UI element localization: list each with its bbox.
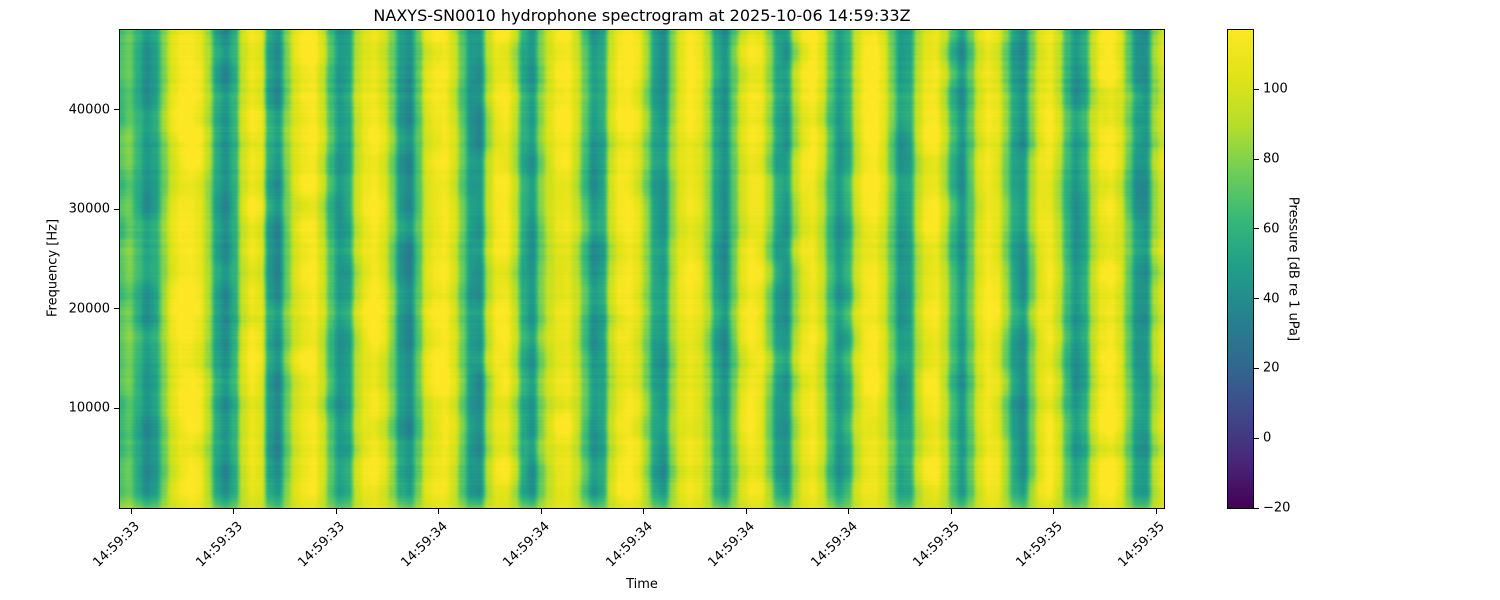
colorbar-tick-mark <box>1254 88 1259 90</box>
colorbar-tick-label: 0 <box>1263 430 1272 446</box>
y-tick-mark <box>114 308 119 310</box>
colorbar-tick-mark <box>1254 507 1259 509</box>
x-tick-label: 14:59:34 <box>705 519 758 571</box>
colorbar-tick-mark <box>1254 367 1259 369</box>
plot-title: NAXYS-SN0010 hydrophone spectrogram at 2… <box>373 6 911 25</box>
x-tick-mark <box>950 509 952 514</box>
x-tick-label: 14:59:35 <box>1012 519 1066 571</box>
x-tick-label: 14:59:34 <box>397 519 451 571</box>
colorbar-tick-label: 20 <box>1263 360 1280 376</box>
colorbar-tick-mark <box>1254 298 1259 300</box>
y-tick-label: 20000 <box>68 301 110 317</box>
x-tick-mark <box>848 509 849 514</box>
plot-area <box>119 29 1165 509</box>
x-tick-label: 14:59:34 <box>500 519 553 571</box>
x-tick-mark <box>1155 509 1157 514</box>
x-tick-label: 14:59:34 <box>807 519 861 571</box>
x-tick-label: 14:59:35 <box>910 519 963 571</box>
y-tick-label: 30000 <box>68 201 110 217</box>
colorbar-tick-label: 100 <box>1263 81 1288 97</box>
colorbar-tick-label: −20 <box>1263 500 1291 516</box>
x-tick-label: 14:59:34 <box>602 519 656 571</box>
x-tick-mark <box>335 509 337 514</box>
x-tick-label: 14:59:33 <box>90 519 143 571</box>
colorbar-label: Pressure [dB re 1 uPa] <box>1285 196 1301 342</box>
colorbar-tick-label: 80 <box>1263 151 1280 167</box>
x-tick-mark <box>643 509 644 514</box>
y-tick-mark <box>114 109 119 111</box>
x-tick-label: 14:59:33 <box>295 519 348 571</box>
x-tick-mark <box>233 509 234 514</box>
x-tick-mark <box>438 509 439 514</box>
y-tick-mark <box>114 407 119 409</box>
colorbar-tick-label: 40 <box>1263 291 1280 307</box>
x-tick-mark <box>130 509 132 514</box>
colorbar-tick-mark <box>1254 228 1259 230</box>
x-tick-mark <box>1053 509 1054 514</box>
colorbar <box>1227 29 1254 509</box>
y-tick-label: 10000 <box>68 400 110 416</box>
y-tick-label: 40000 <box>68 102 110 118</box>
colorbar-tick-mark <box>1254 158 1259 160</box>
spectrogram-heatmap <box>120 30 1164 508</box>
x-axis-label: Time <box>626 577 658 592</box>
colorbar-tick-label: 60 <box>1263 221 1280 237</box>
x-tick-label: 14:59:33 <box>192 519 246 571</box>
x-tick-mark <box>745 509 747 514</box>
x-tick-label: 14:59:35 <box>1115 519 1168 571</box>
colorbar-tick-mark <box>1254 437 1259 439</box>
x-tick-mark <box>540 509 542 514</box>
y-tick-mark <box>114 208 119 210</box>
